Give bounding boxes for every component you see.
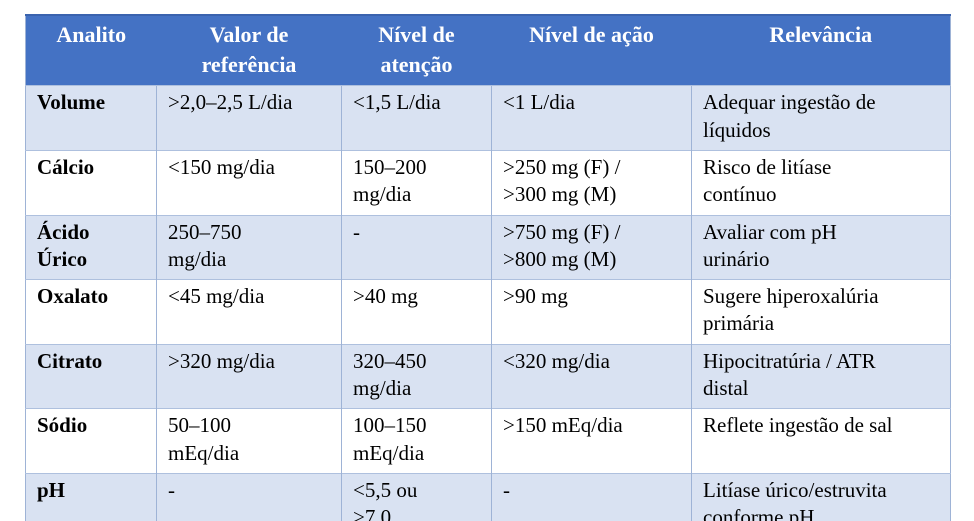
table-header-row: Analito Valor de referência Nível de ate…: [25, 15, 951, 86]
cell-nivel-atencao: <1,5 L/dia: [341, 85, 492, 151]
table-row-ph: pH - <5,5 ou >7,0 - Litíase úrico/estruv…: [25, 472, 951, 521]
cell-analito: Sódio: [25, 408, 157, 474]
cell-valor-referencia: <45 mg/dia: [156, 279, 342, 345]
cell-nivel-acao: <1 L/dia: [491, 85, 692, 151]
cell-nivel-atencao: >40 mg: [341, 279, 492, 345]
column-header-nivel-atencao: Nível de atenção: [341, 15, 492, 86]
cell-valor-referencia: >320 mg/dia: [156, 343, 342, 409]
cell-nivel-atencao: 320–450 mg/dia: [341, 343, 492, 409]
cell-analito: Ácido Úrico: [25, 214, 157, 280]
cell-valor-referencia: 50–100 mEq/dia: [156, 408, 342, 474]
cell-nivel-acao: <320 mg/dia: [491, 343, 692, 409]
cell-nivel-atencao: 150–200 mg/dia: [341, 149, 492, 216]
cell-valor-referencia: -: [156, 472, 342, 521]
cell-nivel-atencao: 100–150 mEq/dia: [341, 408, 492, 474]
cell-relevancia: Risco de litíase contínuo: [691, 149, 951, 216]
cell-relevancia: Sugere hiperoxalúria primária: [691, 279, 951, 345]
cell-nivel-atencao: -: [341, 214, 492, 280]
urine-analytes-reference-table: Analito Valor de referência Nível de ate…: [25, 14, 951, 521]
column-header-nivel-acao: Nível de ação: [491, 15, 692, 86]
table-row-acido-urico: Ácido Úrico 250–750 mg/dia - >750 mg (F)…: [25, 214, 951, 280]
cell-relevancia: Hipocitratúria / ATR distal: [691, 343, 951, 409]
cell-analito: Oxalato: [25, 279, 157, 345]
cell-nivel-acao: >150 mEq/dia: [491, 408, 692, 474]
cell-nivel-acao: >90 mg: [491, 279, 692, 345]
cell-valor-referencia: 250–750 mg/dia: [156, 214, 342, 280]
table-row-calcio: Cálcio <150 mg/dia 150–200 mg/dia >250 m…: [25, 149, 951, 216]
column-header-relevancia: Relevância: [691, 15, 951, 86]
cell-relevancia: Litíase úrico/estruvita conforme pH: [691, 472, 951, 521]
table-row-oxalato: Oxalato <45 mg/dia >40 mg >90 mg Sugere …: [25, 279, 951, 345]
cell-analito: Cálcio: [25, 149, 157, 216]
table-row-volume: Volume >2,0–2,5 L/dia <1,5 L/dia <1 L/di…: [25, 85, 951, 151]
column-header-valor-referencia: Valor de referência: [156, 15, 342, 86]
cell-relevancia: Adequar ingestão de líquidos: [691, 85, 951, 151]
cell-nivel-acao: >250 mg (F) / >300 mg (M): [491, 149, 692, 216]
cell-relevancia: Reflete ingestão de sal: [691, 408, 951, 474]
cell-valor-referencia: >2,0–2,5 L/dia: [156, 85, 342, 151]
cell-nivel-atencao: <5,5 ou >7,0: [341, 472, 492, 521]
table-row-sodio: Sódio 50–100 mEq/dia 100–150 mEq/dia >15…: [25, 408, 951, 474]
cell-nivel-acao: -: [491, 472, 692, 521]
column-header-analito: Analito: [25, 15, 157, 86]
cell-valor-referencia: <150 mg/dia: [156, 149, 342, 216]
cell-analito: Volume: [25, 85, 157, 151]
cell-nivel-acao: >750 mg (F) / >800 mg (M): [491, 214, 692, 280]
cell-analito: pH: [25, 472, 157, 521]
cell-analito: Citrato: [25, 343, 157, 409]
table-row-citrato: Citrato >320 mg/dia 320–450 mg/dia <320 …: [25, 343, 951, 409]
cell-relevancia: Avaliar com pH urinário: [691, 214, 951, 280]
